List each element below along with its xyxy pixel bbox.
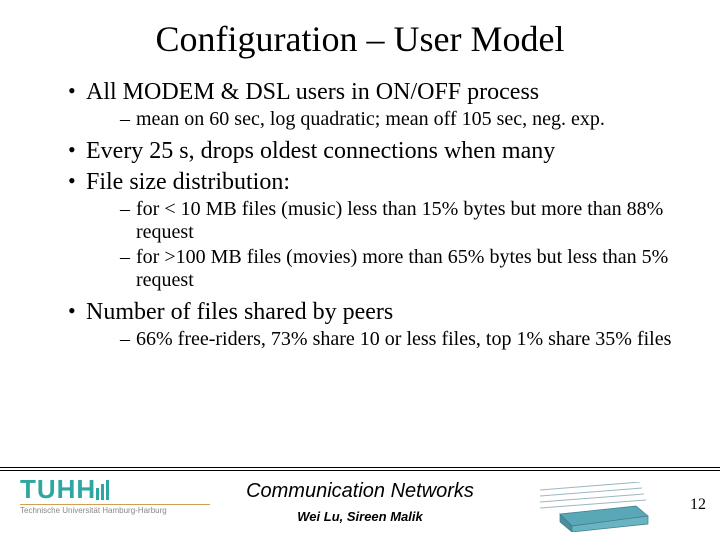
bullet-item: File size distribution: for < 10 MB file… bbox=[68, 168, 680, 292]
sub-item: mean on 60 sec, log quadratic; mean off … bbox=[120, 108, 680, 131]
bullet-text: File size distribution: bbox=[86, 169, 290, 195]
sub-list: 66% free-riders, 73% share 10 or less fi… bbox=[86, 328, 680, 351]
bullet-item: Number of files shared by peers 66% free… bbox=[68, 298, 680, 351]
footer-graphic-icon bbox=[540, 482, 650, 532]
sub-item: for < 10 MB files (music) less than 15% … bbox=[120, 198, 680, 244]
sub-list: for < 10 MB files (music) less than 15% … bbox=[86, 198, 680, 292]
footer: TUHH Technische Universität Hamburg-Harb… bbox=[0, 472, 720, 540]
sub-item: for >100 MB files (movies) more than 65%… bbox=[120, 246, 680, 292]
bullet-item: All MODEM & DSL users in ON/OFF process … bbox=[68, 78, 680, 131]
page-number: 12 bbox=[690, 496, 706, 514]
bullet-text: All MODEM & DSL users in ON/OFF process bbox=[86, 79, 539, 105]
bullet-item: Every 25 s, drops oldest connections whe… bbox=[68, 137, 680, 165]
bullet-list: All MODEM & DSL users in ON/OFF process … bbox=[40, 78, 680, 351]
slide-title: Configuration – User Model bbox=[40, 18, 680, 60]
slide: Configuration – User Model All MODEM & D… bbox=[0, 0, 720, 540]
sub-list: mean on 60 sec, log quadratic; mean off … bbox=[86, 108, 680, 131]
divider bbox=[0, 467, 720, 468]
sub-item: 66% free-riders, 73% share 10 or less fi… bbox=[120, 328, 680, 351]
bullet-text: Number of files shared by peers bbox=[86, 299, 393, 325]
divider bbox=[0, 470, 720, 471]
